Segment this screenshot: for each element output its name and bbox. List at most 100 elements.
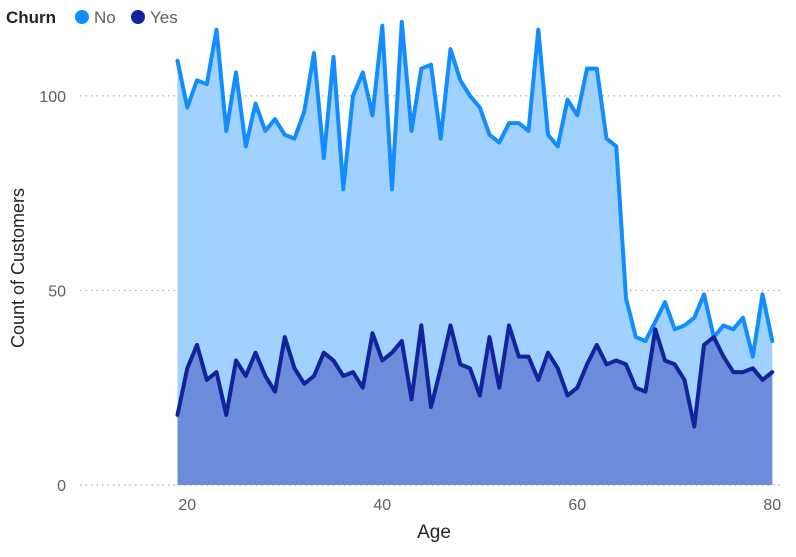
data-point-yes[interactable] [635,387,636,388]
data-point-no[interactable] [206,84,207,85]
data-point-yes[interactable] [245,376,246,377]
data-point-no[interactable] [596,68,597,69]
data-point-yes[interactable] [518,356,519,357]
data-point-no[interactable] [538,29,539,30]
data-point-no[interactable] [236,72,237,73]
data-point-yes[interactable] [704,344,705,345]
data-point-no[interactable] [509,123,510,124]
data-point-no[interactable] [255,103,256,104]
legend-label-no[interactable]: No [94,8,116,27]
data-point-no[interactable] [333,56,334,57]
data-point-no[interactable] [323,158,324,159]
data-point-yes[interactable] [645,391,646,392]
legend-marker-no[interactable] [75,10,89,24]
data-point-yes[interactable] [733,372,734,373]
data-point-yes[interactable] [752,368,753,369]
data-point-yes[interactable] [362,387,363,388]
data-point-no[interactable] [762,294,763,295]
data-point-no[interactable] [752,356,753,357]
series-line-no[interactable] [175,19,775,359]
data-point-yes[interactable] [343,376,344,377]
data-point-yes[interactable] [294,368,295,369]
data-point-yes[interactable] [206,379,207,380]
data-point-no[interactable] [635,337,636,338]
data-point-no[interactable] [187,107,188,108]
data-point-yes[interactable] [216,372,217,373]
data-point-yes[interactable] [470,368,471,369]
data-point-no[interactable] [304,111,305,112]
data-point-no[interactable] [665,302,666,303]
data-point-yes[interactable] [772,372,773,373]
data-point-yes[interactable] [275,391,276,392]
data-point-yes[interactable] [509,325,510,326]
data-point-yes[interactable] [314,376,315,377]
data-point-yes[interactable] [479,395,480,396]
data-point-yes[interactable] [411,399,412,400]
data-point-no[interactable] [460,80,461,81]
data-point-yes[interactable] [684,379,685,380]
data-point-no[interactable] [284,134,285,135]
legend[interactable]: Churn No Yes [6,8,178,27]
data-point-no[interactable] [626,298,627,299]
data-point-yes[interactable] [197,344,198,345]
data-point-no[interactable] [694,317,695,318]
data-point-yes[interactable] [372,333,373,334]
data-point-yes[interactable] [401,341,402,342]
data-point-no[interactable] [616,146,617,147]
data-point-no[interactable] [177,60,178,61]
data-point-yes[interactable] [538,379,539,380]
data-point-yes[interactable] [762,379,763,380]
data-point-no[interactable] [674,329,675,330]
data-point-no[interactable] [362,72,363,73]
data-point-yes[interactable] [255,352,256,353]
data-point-no[interactable] [372,115,373,116]
data-point-yes[interactable] [392,352,393,353]
data-point-no[interactable] [343,189,344,190]
data-point-no[interactable] [557,146,558,147]
data-point-no[interactable] [216,29,217,30]
data-point-no[interactable] [567,99,568,100]
data-point-yes[interactable] [304,383,305,384]
data-point-yes[interactable] [236,360,237,361]
data-point-yes[interactable] [665,360,666,361]
data-point-yes[interactable] [177,414,178,415]
data-point-yes[interactable] [713,337,714,338]
data-point-no[interactable] [197,80,198,81]
data-point-yes[interactable] [606,364,607,365]
data-point-yes[interactable] [460,364,461,365]
data-point-no[interactable] [528,130,529,131]
legend-marker-yes[interactable] [131,10,145,24]
data-point-yes[interactable] [723,356,724,357]
data-point-no[interactable] [401,21,402,22]
data-point-no[interactable] [499,142,500,143]
series-line-yes[interactable] [175,323,775,429]
data-point-yes[interactable] [548,352,549,353]
data-point-no[interactable] [275,119,276,120]
data-point-no[interactable] [245,146,246,147]
data-point-yes[interactable] [743,372,744,373]
data-point-yes[interactable] [626,364,627,365]
data-point-yes[interactable] [323,352,324,353]
data-point-no[interactable] [772,341,773,342]
data-point-yes[interactable] [694,426,695,427]
data-point-no[interactable] [411,130,412,131]
data-point-yes[interactable] [265,376,266,377]
data-point-yes[interactable] [450,325,451,326]
data-point-no[interactable] [489,134,490,135]
data-point-no[interactable] [704,294,705,295]
data-point-no[interactable] [431,64,432,65]
data-point-yes[interactable] [440,368,441,369]
data-point-yes[interactable] [674,364,675,365]
data-point-no[interactable] [479,107,480,108]
data-point-no[interactable] [743,317,744,318]
data-point-no[interactable] [450,49,451,50]
data-point-no[interactable] [353,95,354,96]
data-point-yes[interactable] [499,387,500,388]
legend-label-yes[interactable]: Yes [150,8,178,27]
data-point-no[interactable] [518,123,519,124]
data-point-yes[interactable] [284,337,285,338]
data-point-yes[interactable] [226,414,227,415]
data-point-no[interactable] [392,189,393,190]
data-point-no[interactable] [548,134,549,135]
data-point-yes[interactable] [431,407,432,408]
